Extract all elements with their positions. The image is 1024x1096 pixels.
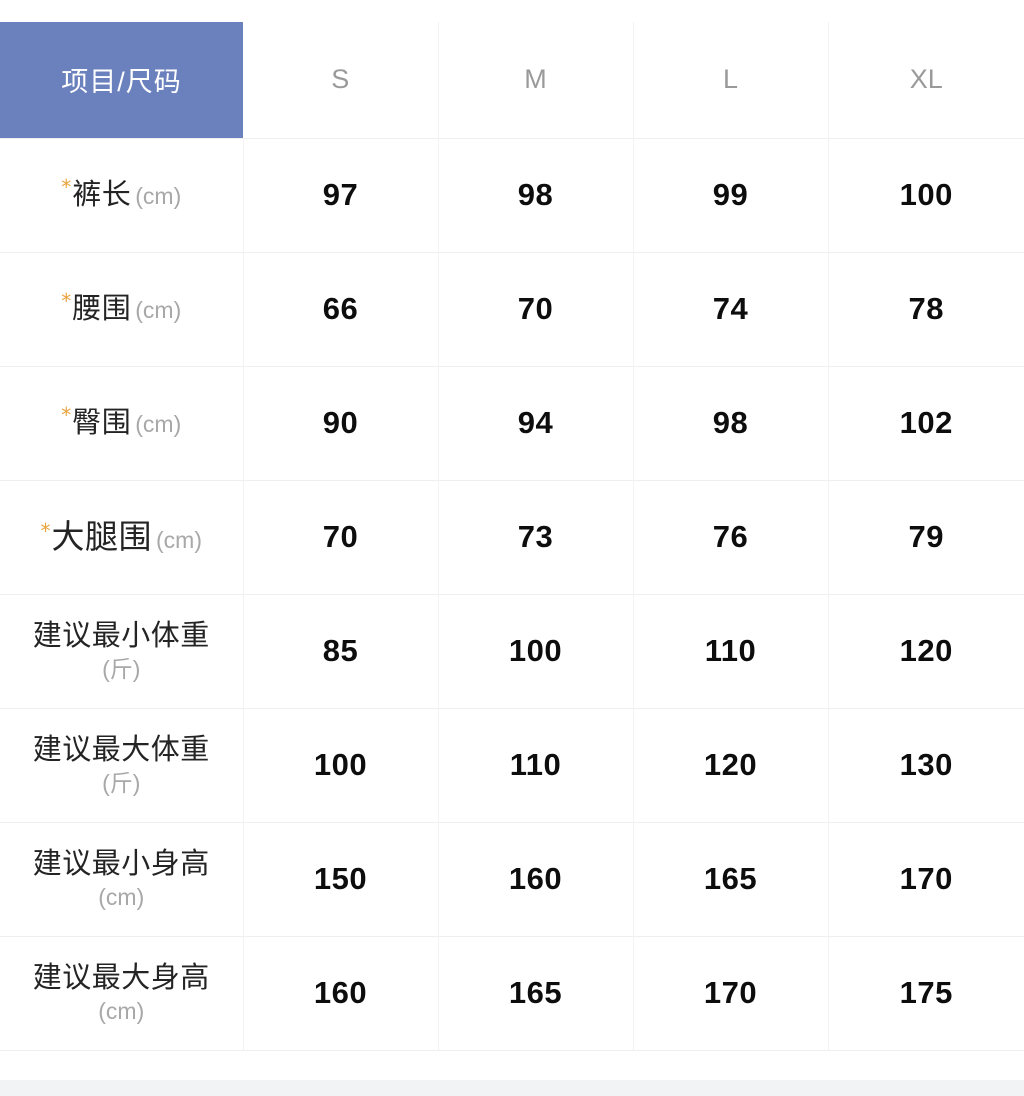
cell-xl: 130 [828,707,1024,822]
cell-s: 90 [243,365,439,480]
cell-m: 70 [438,251,634,366]
header-size-s: S [243,22,439,138]
row-label-unit: (cm) [98,883,145,910]
row-label-unit: (cm) [135,297,182,324]
row-label-cell: *裤长 (cm) [0,137,244,252]
row-label-text: 裤长 [72,179,132,212]
table-row: 建议最大身高 (cm) 160 165 170 175 [0,935,1024,1051]
cell-m: 98 [438,137,634,252]
row-label-text: 大腿围 [51,518,152,556]
table-row: *臀围 (cm) 90 94 98 102 [0,365,1024,480]
table-row: *裤长 (cm) 97 98 99 100 [0,137,1024,252]
row-label-cell: *大腿围 (cm) [0,479,244,594]
cell-s: 66 [243,251,439,366]
required-asterisk-icon: * [61,403,72,428]
row-label-cell: 建议最大体重 (斤) [0,707,244,822]
row-label: 建议最小体重 (斤) [10,619,233,682]
table-row: *腰围 (cm) 66 70 74 78 [0,251,1024,366]
row-label-unit: (斤) [102,655,141,682]
header-size-xl: XL [828,22,1024,138]
top-spacer [0,0,1024,22]
cell-s: 100 [243,707,439,822]
cell-m: 100 [438,593,634,708]
row-label-cell: *臀围 (cm) [0,365,244,480]
header-label-column: 项目/尺码 [0,22,243,138]
cell-l: 120 [633,707,829,822]
row-label-text: 臀围 [72,407,132,440]
row-label-unit: (cm) [98,997,145,1024]
row-label-unit: (cm) [156,527,202,554]
cell-s: 97 [243,137,439,252]
cell-s: 70 [243,479,439,594]
table-body: *裤长 (cm) 97 98 99 100 *腰围 (cm) 66 70 74 78 *臀围 (cm) 90… [0,137,1024,1051]
cell-m: 73 [438,479,634,594]
cell-s: 85 [243,593,439,708]
row-label: *腰围 (cm) [61,291,181,326]
cell-xl: 78 [828,251,1024,366]
cell-xl: 100 [828,137,1024,252]
required-asterisk-icon: * [61,175,72,200]
row-label: 建议最小身高 (cm) [10,847,233,910]
cell-s: 160 [243,935,439,1051]
header-size-l: L [633,22,829,138]
row-label-cell: 建议最大身高 (cm) [0,935,244,1051]
bottom-white-gap [0,1054,1024,1080]
row-label: *臀围 (cm) [61,405,181,440]
cell-xl: 170 [828,821,1024,936]
row-label-cell: 建议最小体重 (斤) [0,593,244,708]
cell-xl: 175 [828,935,1024,1051]
cell-xl: 102 [828,365,1024,480]
row-label-unit: (斤) [102,769,141,796]
cell-l: 98 [633,365,829,480]
row-label-cell: *腰围 (cm) [0,251,244,366]
table-header: 项目/尺码 S M L XL [0,22,1024,138]
bottom-strip [0,1080,1024,1096]
row-label-text: 建议最大身高 [32,962,210,995]
row-label: 建议最大身高 (cm) [10,961,233,1024]
header-size-m: M [438,22,634,138]
cell-l: 76 [633,479,829,594]
cell-l: 99 [633,137,829,252]
cell-l: 165 [633,821,829,936]
cell-xl: 120 [828,593,1024,708]
required-asterisk-icon: * [61,289,72,314]
table-row: 建议最小身高 (cm) 150 160 165 170 [0,821,1024,936]
cell-l: 170 [633,935,829,1051]
required-asterisk-icon: * [40,519,51,544]
row-label-text: 建议最小体重 [32,620,210,653]
cell-l: 110 [633,593,829,708]
row-label: 建议最大体重 (斤) [10,733,233,796]
cell-l: 74 [633,251,829,366]
cell-m: 94 [438,365,634,480]
cell-m: 165 [438,935,634,1051]
cell-s: 150 [243,821,439,936]
row-label-text: 腰围 [72,293,132,326]
size-chart-table: 项目/尺码 S M L XL *裤长 (cm) 97 98 99 100 *腰围 (cm) 66… [0,22,1024,1051]
cell-xl: 79 [828,479,1024,594]
row-label-cell: 建议最小身高 (cm) [0,821,244,936]
cell-m: 160 [438,821,634,936]
row-label-text: 建议最小身高 [32,848,210,881]
cell-m: 110 [438,707,634,822]
table-row: *大腿围 (cm) 70 73 76 79 [0,479,1024,594]
header-row: 项目/尺码 S M L XL [0,22,1024,138]
table-row: 建议最大体重 (斤) 100 110 120 130 [0,707,1024,822]
row-label: *裤长 (cm) [61,177,181,212]
row-label: *大腿围 (cm) [41,518,202,556]
table-row: 建议最小体重 (斤) 85 100 110 120 [0,593,1024,708]
row-label-text: 建议最大体重 [32,734,210,767]
row-label-unit: (cm) [135,411,182,438]
row-label-unit: (cm) [135,183,182,210]
